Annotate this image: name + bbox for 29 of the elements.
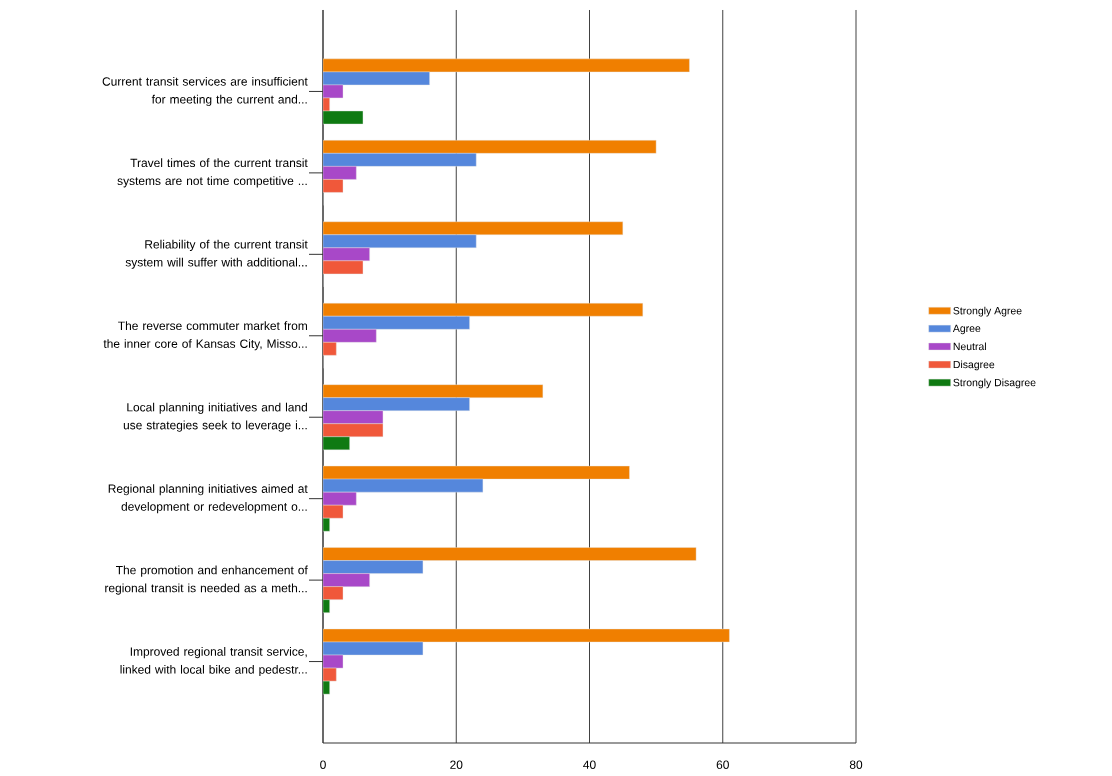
x-tick-label: 40 — [583, 760, 596, 769]
legend-label: Strongly Agree — [953, 306, 1022, 317]
bar — [323, 329, 377, 343]
y-tick-label: The reverse commuter market from the inner core of Kansas City, Misso... — [103, 321, 307, 351]
bar — [323, 560, 424, 574]
bar — [323, 316, 470, 330]
bar — [323, 221, 624, 235]
legend-label: Disagree — [953, 360, 995, 371]
y-tick-label: Local planning initiatives and land use strategies seek to leverage i... — [123, 402, 307, 432]
bar — [323, 234, 477, 249]
x-tick-label: 20 — [450, 760, 463, 769]
bar — [323, 303, 643, 317]
bar — [323, 384, 544, 398]
y-tick-label: Travel times of the current transit systems are not time competitive ... — [117, 158, 308, 188]
y-tick-label: Reliability of the current transit system will suffer with additional... — [125, 239, 308, 269]
bar — [323, 140, 657, 154]
y-tick-label: Regional planning initiatives aimed at development or redevelopment o... — [108, 484, 308, 514]
bar — [323, 547, 697, 561]
y-tick-label: Improved regional transit service, linked with local bike and pedestr... — [120, 647, 307, 677]
x-tick-label: 60 — [716, 760, 729, 769]
bar — [323, 397, 470, 411]
y-tick-label: Current transit services are insufficient for meeting the current and... — [102, 76, 308, 106]
legend-label: Strongly Disagree — [953, 378, 1036, 389]
x-tick-label: 0 — [320, 760, 326, 769]
legend-label: Neutral — [953, 342, 986, 351]
x-tick-label: 80 — [849, 760, 863, 769]
legend-label: Agree — [952, 324, 981, 335]
bar — [323, 153, 477, 167]
y-tick-label: The promotion and enhancement of regional transit is needed as a meth... — [105, 565, 308, 595]
